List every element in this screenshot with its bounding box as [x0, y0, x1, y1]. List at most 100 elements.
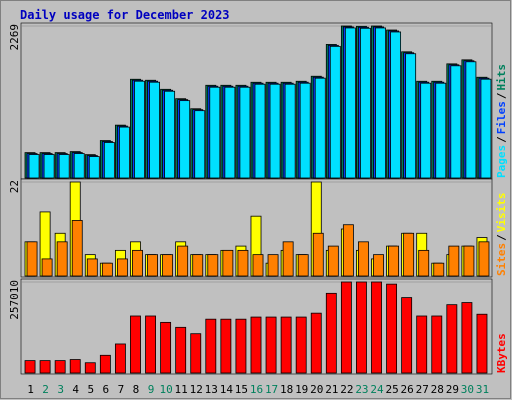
bar — [386, 283, 398, 374]
legend: KBytes — [495, 333, 508, 373]
x-tick-label: 26 — [401, 383, 414, 396]
bar — [344, 27, 356, 179]
bar — [190, 333, 202, 374]
x-tick-label: 29 — [446, 383, 459, 396]
bar — [39, 360, 51, 374]
x-tick-label: 14 — [220, 383, 234, 396]
bar — [254, 83, 266, 179]
bar — [224, 86, 236, 179]
bar — [28, 154, 40, 179]
bar — [295, 316, 307, 374]
bar — [250, 316, 262, 374]
legend-separator: / — [495, 92, 508, 99]
bar — [299, 82, 311, 179]
legend-entry: KBytes — [495, 333, 508, 373]
bar — [118, 126, 130, 179]
bar — [480, 78, 492, 179]
bar — [220, 318, 232, 374]
bar — [71, 220, 83, 277]
bar — [433, 262, 445, 277]
x-tick-label: 31 — [476, 383, 489, 396]
bar — [194, 110, 206, 179]
x-tick-label: 25 — [385, 383, 398, 396]
x-tick-label: 10 — [159, 383, 172, 396]
x-tick-label: 23 — [355, 383, 368, 396]
bar — [360, 27, 371, 179]
bar — [297, 254, 309, 277]
x-tick-label: 9 — [148, 383, 155, 396]
bar — [435, 82, 447, 179]
legend-entry: Pages — [495, 145, 508, 178]
bar — [235, 318, 247, 374]
bar — [403, 232, 415, 277]
bar — [342, 224, 354, 277]
bar — [179, 100, 191, 179]
bar — [237, 249, 249, 277]
legend: Pages/Files/Hits — [495, 64, 508, 178]
x-tick-label: 27 — [416, 383, 429, 396]
x-tick-label: 7 — [118, 383, 125, 396]
bar — [43, 154, 55, 179]
bar — [114, 343, 126, 374]
x-tick-label: 13 — [205, 383, 218, 396]
bar — [267, 254, 279, 277]
bar — [175, 326, 187, 374]
bar — [88, 156, 100, 179]
y-tick-label: 2269 — [8, 24, 21, 51]
bar — [222, 249, 234, 277]
x-tick-label: 4 — [72, 383, 79, 396]
bar — [134, 80, 145, 179]
bar — [327, 245, 339, 277]
x-tick-label: 16 — [250, 383, 263, 396]
legend-entry: Visits — [495, 193, 508, 233]
bar — [149, 81, 160, 179]
bar — [160, 321, 172, 374]
bar — [69, 359, 81, 374]
x-tick-label: 30 — [461, 383, 474, 396]
bar — [280, 316, 292, 374]
bar — [101, 262, 113, 277]
bar — [145, 315, 156, 374]
x-tick-label: 1 — [27, 383, 34, 396]
x-tick-label: 5 — [87, 383, 94, 396]
bar — [269, 83, 281, 179]
bar — [284, 83, 296, 179]
bar — [205, 318, 217, 374]
bar — [265, 316, 277, 374]
y-tick-label: 257010 — [8, 280, 21, 320]
bar — [73, 153, 85, 179]
bar — [418, 249, 430, 277]
x-tick-label: 8 — [133, 383, 140, 396]
bar — [340, 281, 352, 374]
bar — [450, 65, 462, 179]
bar — [239, 86, 251, 179]
x-tick-label: 22 — [340, 383, 353, 396]
bar — [209, 86, 221, 179]
bar — [99, 354, 111, 374]
bar — [463, 245, 475, 277]
bar — [476, 313, 488, 374]
bar — [371, 281, 382, 374]
bar — [373, 254, 384, 277]
legend-entry: Hits — [495, 64, 508, 91]
bar — [164, 90, 176, 179]
bar — [356, 281, 367, 374]
bar — [282, 241, 294, 277]
y-tick-label: 22 — [8, 180, 21, 193]
bar — [192, 254, 204, 277]
legend-separator: / — [495, 234, 508, 241]
x-tick-label: 6 — [103, 383, 110, 396]
bar — [56, 241, 68, 277]
bar — [478, 241, 490, 277]
x-tick-label: 12 — [190, 383, 203, 396]
bar — [132, 249, 143, 277]
bar — [329, 45, 341, 179]
bar — [446, 304, 458, 374]
x-tick-label: 28 — [431, 383, 444, 396]
bar — [390, 31, 402, 179]
bar — [26, 241, 38, 277]
bar — [41, 258, 53, 277]
